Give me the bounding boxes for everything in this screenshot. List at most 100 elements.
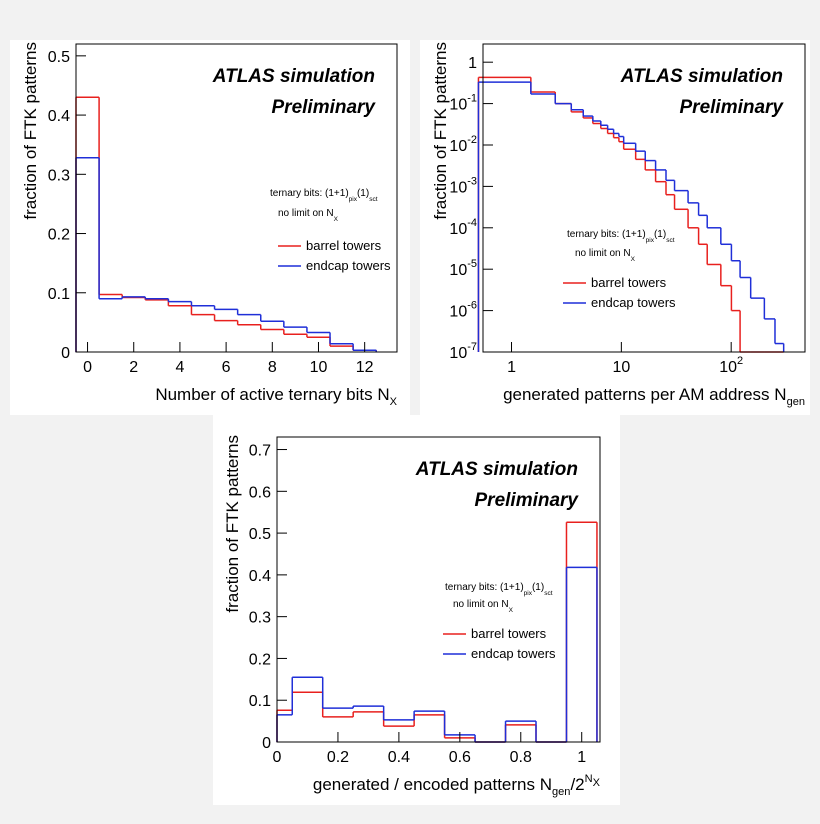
tick-label: 10-2 [449, 134, 477, 155]
tick-label: 0.3 [249, 610, 271, 627]
tick-label: 4 [175, 359, 184, 376]
tick-label: 0.4 [48, 108, 70, 125]
text-part: X [631, 256, 636, 263]
text-part: (1) [357, 188, 369, 199]
y-axis-label: fraction of FTK patterns [21, 42, 40, 220]
tick-label: 6 [222, 359, 231, 376]
annotation: no limit on NX [575, 248, 636, 263]
tick-label: 0.5 [48, 49, 70, 66]
x-axis-label: generated patterns per AM address Ngen [503, 385, 805, 408]
plot-frame [482, 43, 806, 353]
text-part: 10 [449, 97, 467, 114]
tick-label: 10-5 [449, 258, 477, 279]
text-part: ternary bits: (1+1) [270, 188, 349, 199]
text-part: Number of active ternary bits N [155, 385, 389, 404]
tick-label: 1 [507, 359, 516, 376]
legend-label: barrel towers [306, 238, 382, 253]
tick-label: 0.1 [249, 693, 271, 710]
text-part: no limit on N [575, 248, 631, 259]
text-part: generated / encoded patterns N [313, 775, 552, 794]
tick-label: 0.2 [48, 227, 70, 244]
tick-label: 0 [262, 735, 271, 752]
text-part: no limit on N [453, 599, 509, 610]
tick-label: 0.2 [249, 651, 271, 668]
tick-label: 0.7 [249, 443, 271, 460]
chart-title: ATLAS simulation [212, 66, 375, 87]
tick-label: 0.5 [249, 526, 271, 543]
text-part: X [593, 777, 601, 789]
text-part: -4 [467, 217, 477, 229]
text-part: ternary bits: (1+1) [567, 229, 646, 240]
text-part: generated patterns per AM address N [503, 385, 787, 404]
text-part: 2 [737, 355, 743, 367]
chart-subtitle: Preliminary [272, 97, 377, 118]
tick-label: 0.1 [48, 286, 70, 303]
tick-label: 0.3 [48, 167, 70, 184]
text-part: -1 [467, 93, 477, 105]
text-part: 10 [719, 359, 737, 376]
text-part: 10 [449, 345, 467, 362]
legend-label: barrel towers [591, 275, 667, 290]
x-axis-label: generated / encoded patterns Ngen/2NX [313, 773, 601, 798]
text-part: -5 [467, 258, 477, 270]
text-part: -2 [467, 134, 477, 146]
text-part: -3 [467, 175, 477, 187]
text-part: no limit on N [278, 208, 334, 219]
text-part: pix [646, 237, 655, 244]
text-part: X [334, 216, 339, 223]
tick-label: 0.4 [249, 568, 271, 585]
text-part: gen [787, 396, 805, 408]
tick-label: 10-3 [449, 175, 477, 196]
text-part: sct [666, 237, 675, 244]
annotation: ternary bits: (1+1)pix(1)sct [567, 229, 675, 244]
text-part: pix [349, 196, 358, 203]
panel [213, 415, 620, 805]
tick-label: 10 [310, 359, 328, 376]
tick-label: 0 [273, 749, 282, 766]
legend-label: barrel towers [471, 626, 547, 641]
text-part: X [390, 396, 398, 408]
annotation: ternary bits: (1+1)pix(1)sct [270, 188, 378, 203]
text-part: (1) [532, 582, 544, 593]
text-part: (1) [654, 229, 666, 240]
tick-label: 0 [83, 359, 92, 376]
text-part: 10 [449, 179, 467, 196]
text-part: 10 [449, 262, 467, 279]
chart-subtitle: Preliminary [680, 97, 785, 118]
tick-label: 0 [61, 345, 70, 362]
tick-label: 2 [129, 359, 138, 376]
chart-title: ATLAS simulation [620, 66, 783, 87]
legend-label: endcap towers [591, 295, 676, 310]
chart-title: ATLAS simulation [415, 459, 578, 480]
text-part: /2 [570, 775, 584, 794]
plot-frame [75, 43, 398, 353]
annotation: no limit on NX [453, 599, 514, 614]
tick-label: 0.8 [510, 749, 532, 766]
annotation: no limit on NX [278, 208, 339, 223]
tick-label: 0.4 [388, 749, 410, 766]
tick-label: 0.6 [249, 484, 271, 501]
tick-label: 12 [356, 359, 374, 376]
text-part: N [585, 773, 593, 785]
text-part: X [509, 607, 514, 614]
text-part: sct [544, 590, 553, 597]
tick-label: 0.2 [327, 749, 349, 766]
text-part: pix [524, 590, 533, 597]
y-axis-label: fraction of FTK patterns [223, 435, 242, 613]
text-part: 10 [449, 221, 467, 238]
tick-label: 10-6 [449, 300, 477, 321]
legend-label: endcap towers [306, 258, 391, 273]
text-part: 10 [449, 138, 467, 155]
tick-label: 0.6 [449, 749, 471, 766]
text-part: gen [552, 786, 570, 798]
tick-label: 10-1 [449, 93, 477, 114]
tick-label: 10-4 [449, 217, 477, 238]
text-part: sct [369, 196, 378, 203]
tick-label: 1 [577, 749, 586, 766]
plot-frame [276, 436, 601, 743]
annotation: ternary bits: (1+1)pix(1)sct [445, 582, 553, 597]
text-part: -7 [467, 341, 477, 353]
legend-label: endcap towers [471, 646, 556, 661]
tick-label: 10-7 [449, 341, 477, 362]
